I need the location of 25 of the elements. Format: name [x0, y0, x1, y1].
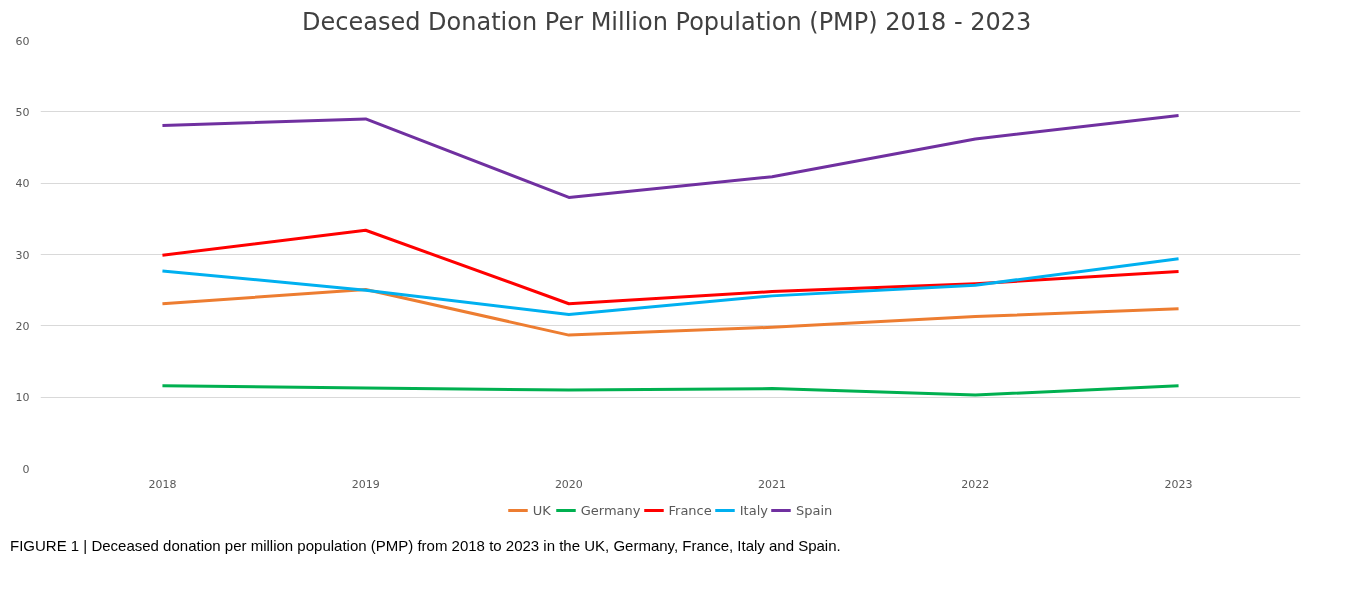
x-tick-label: 2022: [961, 477, 990, 491]
x-tick-label: 2023: [1164, 477, 1193, 491]
line-series: [160, 257, 1181, 316]
x-tick-label: 2019: [351, 477, 380, 491]
y-tick-label: 10: [15, 391, 30, 405]
legend-label: UK: [532, 502, 552, 518]
x-tick-label: 2020: [554, 477, 583, 491]
y-tick-label: 50: [15, 105, 30, 119]
y-tick-label: 20: [15, 319, 30, 333]
y-tick-label: 0: [22, 462, 30, 476]
y-tick-label: 30: [15, 248, 30, 262]
y-tick-label: 40: [15, 177, 30, 191]
line-series: [160, 384, 1181, 397]
y-tick-label: 60: [15, 34, 30, 48]
line-series: [160, 113, 1181, 199]
x-tick-label: 2021: [758, 477, 787, 491]
x-tick-label: 2018: [148, 477, 177, 491]
line-series: [160, 287, 1181, 337]
caption: FIGURE 1 | Deceased donation per million population (PMP) from 2018 to 2023 in the UK, Germany, France, Italy and Spain.: [10, 536, 841, 556]
legend-label: Spain: [795, 502, 833, 518]
legend-label: France: [668, 502, 712, 518]
chart-title: Deceased Donation Per Million Population (PMP) 2018 - 2023: [302, 7, 1032, 36]
legend-label: Italy: [739, 502, 768, 518]
legend-label: Germany: [580, 502, 641, 518]
line-series: [160, 228, 1181, 306]
